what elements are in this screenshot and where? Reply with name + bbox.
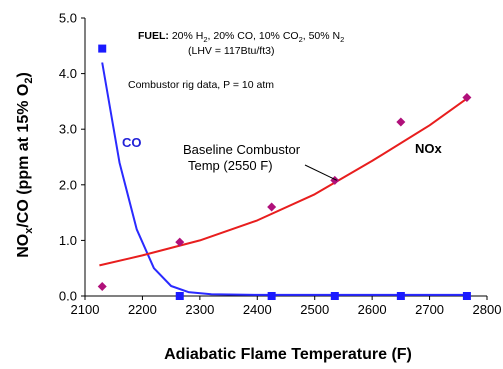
nox-data-point (462, 93, 472, 103)
baseline-arrow (304, 164, 338, 181)
x-tick-label: 2200 (128, 302, 157, 317)
x-tick-label: 2500 (300, 302, 329, 317)
y-axis-label: NOx/CO (ppm at 15% O2) (15, 72, 35, 258)
co-data-point (330, 292, 339, 300)
nox-fit-line (99, 97, 468, 267)
lhv-annotation: (LHV = 117Btu/ft3) (188, 45, 274, 57)
y-tick-label: 5.0 (59, 11, 77, 26)
data-points (97, 44, 472, 300)
x-tick-label: 2800 (473, 302, 502, 317)
x-tick-label: 2700 (415, 302, 444, 317)
y-tick-label: 0.0 (59, 289, 77, 304)
baseline-annotation-line2: Temp (2550 F) (188, 158, 273, 173)
co-fit-line (101, 62, 467, 296)
y-tick-label: 3.0 (59, 122, 77, 137)
nox-data-point (97, 282, 107, 292)
x-axis-label: Adiabatic Flame Temperature (F) (164, 346, 412, 363)
x-tick-label: 2400 (243, 302, 272, 317)
fuel-annotation: FUEL: 20% H2, 20% CO, 10% CO2, 50% N2 (138, 30, 344, 44)
x-tick-label: 2600 (358, 302, 387, 317)
nox-data-point (175, 237, 185, 247)
rig-annotation: Combustor rig data, P = 10 atm (128, 79, 274, 91)
trend-lines (99, 62, 468, 296)
co-data-point (175, 292, 184, 300)
baseline-annotation-line1: Baseline Combustor (183, 142, 301, 157)
y-tick-label: 2.0 (59, 177, 77, 192)
co-data-point (462, 292, 471, 300)
tick-labels: 2100 2200 2300 2400 2500 2600 2700 2800 0.0 1.0 2.… (59, 11, 502, 318)
x-tick-label: 2300 (185, 302, 214, 317)
x-tick-label: 2100 (71, 302, 100, 317)
nox-data-point (267, 202, 277, 212)
nox-series-label: NOx (415, 141, 443, 156)
y-tick-label: 1.0 (59, 233, 77, 248)
chart-axes (81, 17, 488, 300)
co-data-point (267, 292, 276, 300)
y-tick-label: 4.0 (59, 66, 77, 81)
nox-data-point (396, 117, 406, 127)
co-data-point (98, 44, 107, 53)
co-series-label: CO (122, 135, 142, 150)
co-data-point (396, 292, 405, 300)
